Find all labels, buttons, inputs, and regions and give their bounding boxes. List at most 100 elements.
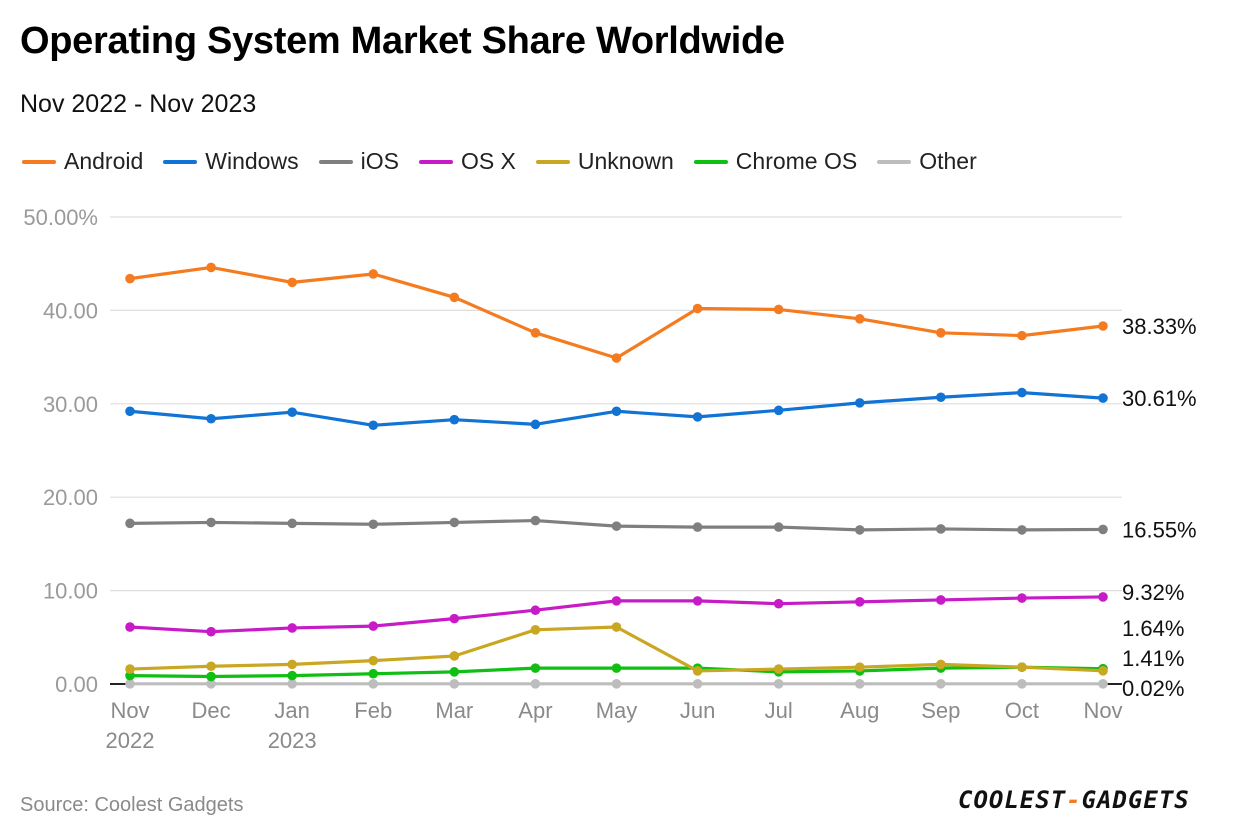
data-point-android xyxy=(449,292,460,303)
legend-item-unknown[interactable]: Unknown xyxy=(535,148,674,175)
data-point-ios xyxy=(773,522,784,532)
legend-item-chromeos[interactable]: Chrome OS xyxy=(693,148,858,175)
legend-label-osx: OS X xyxy=(460,148,516,174)
x-tick-label: Oct xyxy=(1005,698,1039,723)
legend-item-osx[interactable]: OS X xyxy=(418,148,516,175)
data-point-ios xyxy=(125,518,135,529)
data-point-ios xyxy=(854,525,865,535)
data-point-android xyxy=(692,303,703,314)
data-point-windows xyxy=(287,407,297,418)
data-point-chrome-os xyxy=(206,671,216,682)
data-point-android xyxy=(368,269,379,279)
x-tick-label: Jun xyxy=(680,698,715,723)
data-point-ios xyxy=(692,522,703,532)
legend-label-windows: Windows xyxy=(205,148,299,174)
y-tick-label: 20.00 xyxy=(43,485,98,510)
data-point-ios xyxy=(206,517,216,528)
data-point-windows xyxy=(936,392,946,403)
x-tick-label: Nov xyxy=(1083,698,1122,723)
end-label-os-x: 9.32% xyxy=(1122,580,1184,605)
data-point-ios xyxy=(1017,525,1027,535)
data-point-unknown xyxy=(368,655,379,666)
data-point-windows xyxy=(449,414,460,425)
y-tick-label: 50.00% xyxy=(23,205,98,230)
data-point-other xyxy=(692,679,703,689)
data-point-other xyxy=(125,679,135,689)
data-point-windows xyxy=(692,412,703,422)
data-point-android xyxy=(773,304,784,315)
data-point-chrome-os xyxy=(368,668,379,679)
legend-label-chromeos: Chrome OS xyxy=(735,148,858,174)
data-point-other xyxy=(530,679,541,689)
data-point-other xyxy=(287,679,297,689)
x-tick-label: Sep xyxy=(921,698,960,723)
legend-label-other: Other xyxy=(919,148,977,174)
data-point-unknown xyxy=(1017,662,1027,672)
data-point-chrome-os xyxy=(530,663,541,673)
legend-swatch-ios xyxy=(318,159,353,164)
data-point-windows xyxy=(206,413,216,424)
data-point-os-x xyxy=(206,626,216,637)
data-point-windows xyxy=(125,406,135,417)
logo-part2: GADGETS xyxy=(1081,786,1190,814)
end-label-other: 0.02% xyxy=(1122,676,1184,701)
legend-swatch-osx xyxy=(418,159,453,164)
data-point-unknown xyxy=(936,659,946,670)
data-point-os-x xyxy=(936,595,946,605)
legend-item-android[interactable]: Android xyxy=(22,148,143,175)
logo-part1: COOLEST xyxy=(958,786,1067,814)
data-point-ios xyxy=(530,515,541,526)
chart-subtitle: Nov 2022 - Nov 2023 xyxy=(20,90,257,118)
data-point-ios xyxy=(1098,524,1108,535)
x-tick-sublabel: 2023 xyxy=(268,728,317,753)
y-tick-label: 10.00 xyxy=(43,579,98,604)
data-point-os-x xyxy=(611,596,622,606)
x-tick-label: Nov xyxy=(110,698,149,723)
data-point-android xyxy=(125,273,135,284)
data-point-os-x xyxy=(530,605,541,616)
data-point-unknown xyxy=(125,664,135,674)
legend-item-windows[interactable]: Windows xyxy=(163,148,299,175)
legend-label-unknown: Unknown xyxy=(577,148,674,174)
data-point-android xyxy=(854,314,865,324)
data-point-os-x xyxy=(692,596,703,606)
data-point-other xyxy=(936,679,946,689)
legend-item-ios[interactable]: iOS xyxy=(318,148,399,175)
series-line-android xyxy=(128,265,1105,360)
brand-logo: COOLEST-GADGETS xyxy=(958,786,1190,814)
data-point-os-x xyxy=(449,613,460,624)
data-point-other xyxy=(368,679,379,689)
x-tick-label: Aug xyxy=(840,698,879,723)
data-point-other xyxy=(854,679,865,689)
end-label-windows: 30.61% xyxy=(1122,386,1197,411)
y-tick-label: 0.00 xyxy=(55,672,98,697)
legend-label-ios: iOS xyxy=(360,148,399,174)
data-point-other xyxy=(449,679,460,689)
x-tick-label: May xyxy=(596,698,638,723)
data-point-android xyxy=(206,262,216,273)
source-note: Source: Coolest Gadgets xyxy=(20,794,244,816)
legend-swatch-windows xyxy=(163,159,198,164)
data-point-chrome-os xyxy=(287,670,297,681)
x-tick-label: Mar xyxy=(435,698,473,723)
x-tick-label: Jan xyxy=(274,698,309,723)
data-point-unknown xyxy=(449,651,460,661)
end-label-android: 38.33% xyxy=(1122,314,1197,339)
data-point-os-x xyxy=(1017,593,1027,603)
data-point-other xyxy=(1017,679,1027,689)
data-point-other xyxy=(611,679,622,689)
data-point-other xyxy=(773,679,784,689)
data-point-os-x xyxy=(1098,592,1108,602)
logo-separator: - xyxy=(1066,786,1082,814)
x-tick-label: Jul xyxy=(765,698,793,723)
legend-item-other[interactable]: Other xyxy=(877,148,977,175)
legend-swatch-unknown xyxy=(535,159,570,164)
data-point-ios xyxy=(368,519,379,530)
data-point-android xyxy=(1017,330,1027,341)
data-point-unknown xyxy=(287,659,297,670)
chart-title: Operating System Market Share Worldwide xyxy=(20,20,785,62)
legend-swatch-chromeos xyxy=(693,159,728,164)
data-point-ios xyxy=(936,524,946,534)
legend-swatch-android xyxy=(22,159,56,164)
